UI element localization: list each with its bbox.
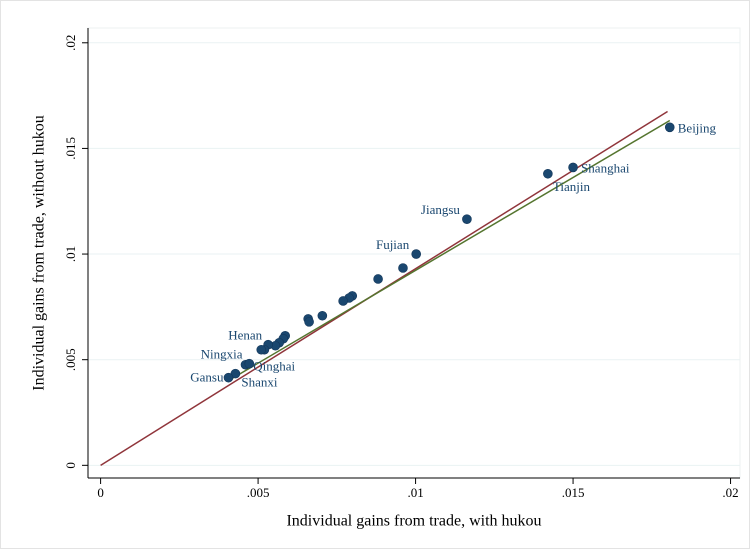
y-tick-label: .02: [63, 35, 78, 51]
point: [338, 296, 348, 306]
point-label: Gansu: [190, 370, 224, 385]
x-tick-label: .02: [722, 485, 738, 500]
x-tick-label: .015: [562, 485, 585, 500]
point-label: Ningxia: [201, 347, 243, 362]
point-label: Beijing: [678, 120, 717, 135]
point: [411, 249, 422, 259]
point: [304, 317, 314, 327]
y-tick-label: .015: [63, 137, 78, 160]
x-tick-label: .01: [407, 485, 423, 500]
point-label: Shanxi: [241, 375, 278, 390]
point: [568, 162, 578, 173]
point-label: Jiangsu: [421, 202, 461, 217]
x-tick-label: 0: [97, 485, 104, 500]
point-label: Shanghai: [581, 160, 630, 175]
point-label: Tianjin: [553, 179, 591, 194]
y-tick-label: 0: [63, 462, 78, 469]
y-axis-label: Individual gains from trade, without huk…: [31, 115, 48, 391]
point: [244, 358, 255, 369]
point: [373, 274, 383, 284]
point: [256, 344, 267, 355]
x-tick-label: .005: [247, 485, 270, 500]
point-label: Henan: [228, 328, 262, 343]
y-tick-label: .01: [63, 246, 78, 262]
point: [664, 122, 675, 133]
point: [317, 310, 328, 321]
y-tick-label: .005: [63, 348, 78, 371]
point: [543, 168, 553, 179]
point-label: Fujian: [376, 237, 410, 252]
x-axis-label: Individual gains from trade, with hukou: [286, 513, 541, 530]
point: [223, 372, 234, 383]
fit-line: [228, 119, 671, 382]
point-label: Qinghai: [253, 359, 295, 374]
point: [462, 214, 472, 224]
point: [398, 263, 408, 273]
